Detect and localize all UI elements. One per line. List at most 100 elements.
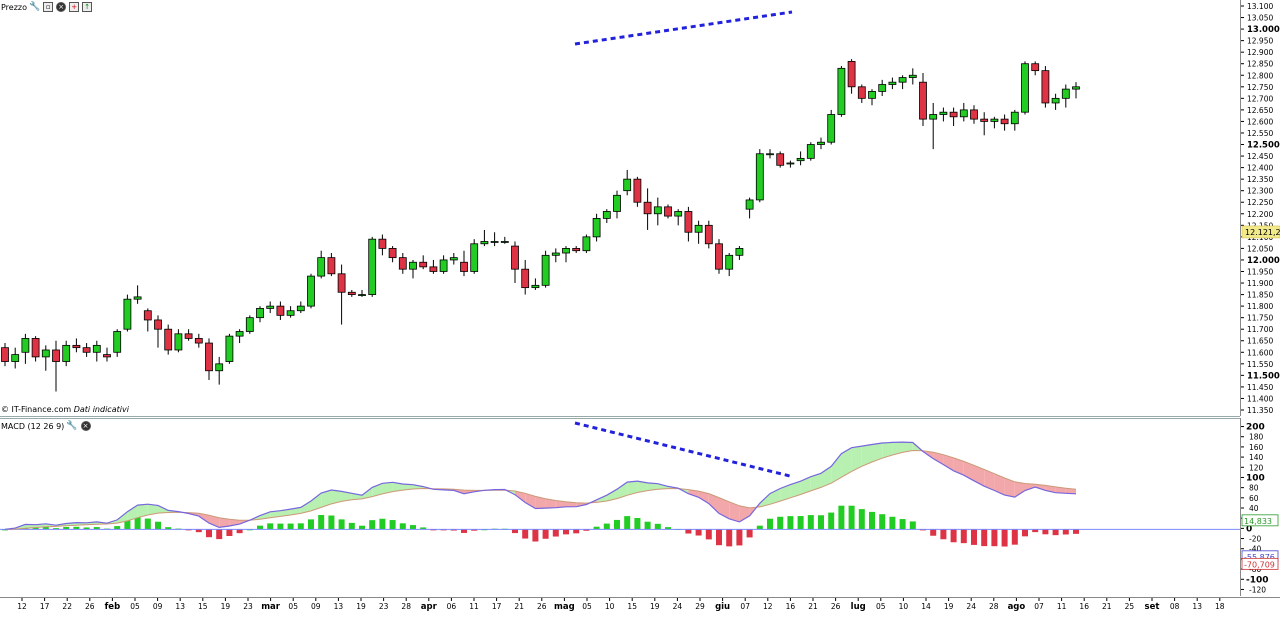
macd-histogram-bar (267, 523, 274, 530)
candle (490, 232, 499, 247)
price-panel: Prezzo 🔧 ▫ × + ↑ © IT-Finance.com Dati i… (0, 0, 1240, 417)
date-tick-label: 17 (492, 602, 502, 611)
candle (1021, 61, 1029, 115)
macd-histogram-bar (807, 515, 814, 530)
candle (123, 294, 132, 332)
candle (806, 142, 815, 161)
candle (837, 66, 846, 117)
candle (939, 107, 948, 122)
restore-icon[interactable]: ▫ (43, 2, 54, 12)
candle (347, 289, 356, 297)
macd-histogram-bar (1052, 529, 1059, 536)
price-chart[interactable] (0, 0, 1240, 416)
date-tick-label: 10 (605, 602, 615, 611)
macd-histogram-bar (73, 526, 80, 530)
price-axis: 13.100 13.050 13.000 12.950 12.900 12.850 12.8… (1240, 0, 1280, 416)
date-tick-label: 14 (921, 602, 931, 611)
macd-histogram-bar (746, 529, 753, 538)
macd-histogram-bar (328, 515, 335, 530)
macd-histogram-bar (583, 529, 590, 531)
date-tick-label: feb (105, 602, 121, 612)
macd-histogram-bar (960, 529, 967, 544)
candle (72, 338, 81, 353)
macd-histogram-bar (828, 512, 835, 530)
macd-histogram-bar (573, 529, 580, 534)
candle (184, 329, 193, 341)
date-tick-label: 13 (175, 602, 185, 611)
price-tick-label: 12.000 (1247, 256, 1280, 266)
macd-histogram-bar (920, 529, 926, 531)
date-tick-label: 29 (695, 602, 705, 611)
date-tick-label: 08 (1170, 602, 1180, 611)
candle (1010, 109, 1019, 131)
date-tick-label: mar (261, 602, 281, 612)
candle (888, 77, 897, 90)
candle (796, 151, 805, 166)
candle (317, 250, 326, 279)
price-tick-label: 11.600 (1247, 348, 1273, 357)
price-trendline[interactable] (574, 10, 793, 46)
candle (990, 116, 999, 129)
candle (215, 356, 224, 385)
candle (817, 137, 825, 150)
macd-histogram-bar (695, 529, 702, 536)
date-tick-label: 05 (130, 602, 140, 611)
close-icon[interactable]: × (56, 2, 67, 12)
macd-histogram-bar (155, 521, 161, 530)
macd-histogram-bar (1062, 529, 1069, 535)
macd-histogram-bar (379, 518, 386, 530)
price-tick-label: 12.450 (1247, 152, 1273, 161)
date-tick-label: set (1145, 602, 1160, 612)
date-tick-label: 23 (243, 602, 253, 611)
candle (82, 343, 91, 357)
date-tick-label: 21 (1102, 602, 1112, 611)
macd-histogram-bar (726, 529, 733, 547)
date-tick-label: 26 (537, 602, 547, 611)
macd-chart[interactable] (0, 419, 1240, 597)
candle (582, 234, 591, 254)
macd-histogram-bar (430, 529, 437, 531)
macd-histogram-bar (165, 527, 172, 530)
date-tick-label: 06 (447, 602, 457, 611)
price-tick-label: 11.800 (1247, 302, 1273, 311)
candle (694, 220, 703, 244)
price-tick-label: 11.900 (1247, 279, 1273, 288)
macd-histogram-bar (869, 511, 875, 530)
macd-trendline[interactable] (574, 421, 791, 478)
candle (52, 340, 60, 392)
macd-histogram-bar (848, 505, 855, 530)
candle (521, 259, 530, 295)
candle (500, 236, 509, 244)
date-tick-label: mag (554, 602, 575, 612)
candle (1, 343, 9, 367)
macd-histogram-bar (777, 516, 784, 530)
macd-line (4, 441, 1077, 530)
credit: © IT-Finance.com Dati indicativi (1, 405, 129, 414)
candle (266, 301, 275, 314)
candle (827, 109, 836, 145)
wrench-icon[interactable]: 🔧 (66, 421, 78, 431)
candle (245, 315, 254, 334)
close-icon[interactable]: × (80, 421, 91, 431)
macd-histogram-bar (563, 529, 569, 535)
candle (92, 340, 101, 362)
candle (296, 301, 305, 314)
date-tick-label: 28 (989, 602, 999, 611)
macd-panel-title-bar: MACD (12 26 9) 🔧 × (1, 421, 91, 431)
date-tick-label: 19 (944, 602, 954, 611)
candle (378, 234, 387, 256)
move-up-icon[interactable]: ↑ (82, 2, 93, 12)
candle (868, 89, 876, 106)
macd-histogram-bar (797, 516, 804, 530)
macd-histogram-bar (1022, 529, 1028, 537)
macd-histogram-bar (593, 526, 600, 530)
wrench-icon[interactable]: 🔧 (29, 2, 41, 12)
macd-histogram-bar (257, 525, 263, 530)
date-tick-label: 19 (356, 602, 366, 611)
add-icon[interactable]: + (69, 2, 80, 12)
date-tick-label: 19 (221, 602, 231, 611)
macd-histogram-bar (206, 529, 212, 538)
macd-histogram-bar (369, 520, 376, 530)
macd-histogram-bar (552, 529, 559, 537)
date-tick-label: 16 (786, 602, 796, 611)
